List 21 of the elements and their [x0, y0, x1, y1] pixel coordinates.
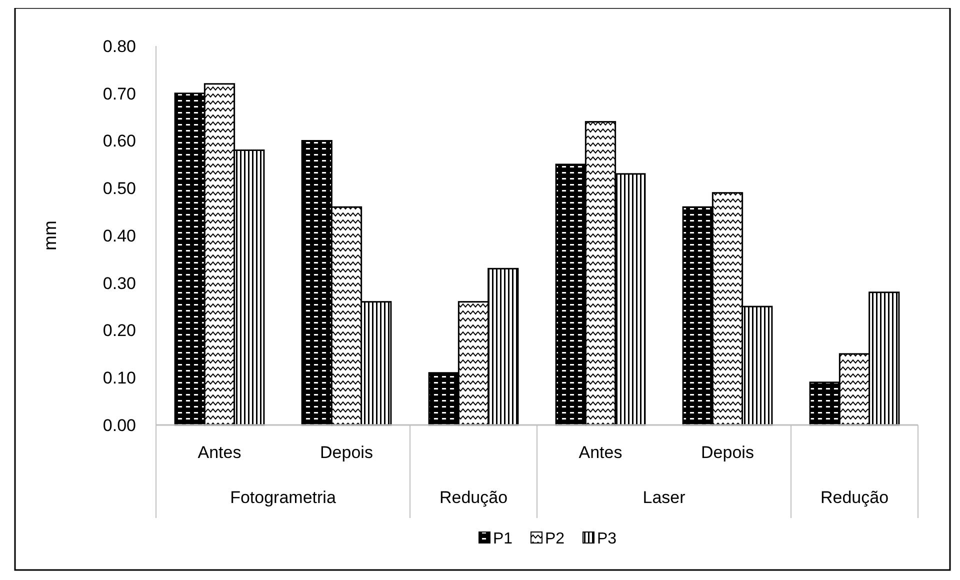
legend-label: P3: [597, 530, 617, 548]
y-tick-label: 0.10: [102, 368, 136, 388]
x-tick-label: Depois: [701, 443, 754, 462]
y-axis-title: mm: [40, 220, 60, 250]
legend-label: P2: [545, 530, 565, 548]
text: Laser: [642, 488, 686, 507]
y-tick-label: 0.30: [102, 274, 136, 293]
y-tick-label: 0.20: [102, 321, 136, 340]
y-tick-label: 0.80: [102, 36, 136, 56]
x-tick-label: Antes: [578, 443, 622, 462]
y-tick-label: 0.00: [102, 416, 136, 435]
text: Fotogrametria: [230, 488, 336, 507]
text: Redução: [820, 488, 889, 507]
text: Redução: [439, 488, 508, 507]
y-tick-label: 0.50: [102, 179, 136, 198]
x-tick-label: Depois: [320, 443, 373, 462]
y-tick-label: 0.40: [102, 226, 136, 246]
y-tick-label: 0.60: [102, 132, 136, 151]
y-tick-label: 0.70: [102, 84, 136, 104]
x-tick-label: Antes: [198, 443, 242, 462]
legend-label: P1: [493, 530, 513, 548]
